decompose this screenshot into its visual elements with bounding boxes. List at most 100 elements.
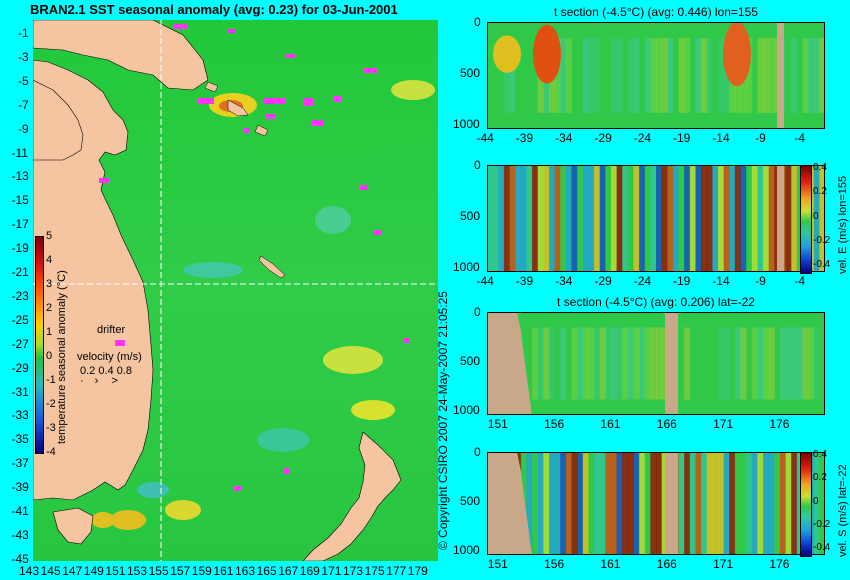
- section-cell: [644, 452, 651, 555]
- section-cell: [819, 452, 825, 555]
- section-cell: [734, 165, 741, 272]
- section-cell: [763, 165, 770, 272]
- lon-tick-label: 157: [170, 564, 191, 578]
- land-mask: [665, 452, 678, 555]
- section-cell: [785, 165, 792, 272]
- lon-tick-label: 169: [299, 564, 320, 578]
- section-cell: [526, 38, 533, 113]
- section-cell: [791, 38, 798, 113]
- section-cell: [537, 165, 544, 272]
- x-tick-label: 151: [487, 557, 508, 571]
- section-cell: [656, 452, 663, 555]
- lon-tick-label: 171: [321, 564, 342, 578]
- velocity-colorbar-tick: -0.2: [813, 518, 831, 530]
- section-cell: [543, 327, 550, 400]
- section-cell: [751, 38, 758, 113]
- section-plot: [487, 452, 825, 555]
- lat-tick-label: -29: [11, 360, 29, 375]
- velocity-label: velocity (m/s): [77, 351, 142, 363]
- section-cell: [560, 452, 567, 555]
- section-cell: [667, 38, 674, 113]
- x-tick-label: 166: [656, 417, 677, 431]
- section-cell: [599, 327, 606, 400]
- section-cell: [532, 452, 539, 555]
- cape-york-land: [33, 79, 84, 161]
- lon-tick-label: 179: [407, 564, 428, 578]
- section-cell: [633, 327, 640, 400]
- section-cell: [779, 327, 787, 400]
- x-tick-label: -4: [794, 274, 806, 288]
- section-cell: [582, 165, 589, 272]
- section-cell: [763, 38, 770, 113]
- sst-colorbar-tick: -4: [46, 446, 56, 458]
- lat-tick-label: -33: [11, 408, 29, 423]
- x-tick-label: 176: [769, 417, 790, 431]
- section-cell: [717, 38, 725, 113]
- section-cell: [706, 38, 713, 113]
- section-cell: [706, 165, 713, 272]
- section-cell: [695, 38, 702, 113]
- section-cell: [819, 327, 825, 400]
- lat-tick-label: -45: [11, 551, 29, 566]
- section-cell: [565, 165, 572, 272]
- x-tick-label: -14: [712, 131, 730, 145]
- x-tick-label: -39: [515, 274, 534, 288]
- section-cell: [757, 327, 764, 400]
- section-cell: [785, 327, 792, 400]
- section-cell: [554, 327, 561, 400]
- x-tick-label: -29: [594, 131, 612, 145]
- section-cell: [627, 165, 634, 272]
- x-tick-label: -44: [476, 274, 494, 288]
- lon-tick-label: 161: [213, 564, 234, 578]
- velocity-arrows: · › >: [80, 375, 118, 387]
- section-cell: [639, 327, 646, 400]
- section-cell: [689, 327, 696, 400]
- section-cell: [656, 327, 663, 400]
- section-cell: [548, 327, 556, 400]
- y-tick-label: 0: [474, 305, 481, 319]
- lon-tick-label: 173: [343, 564, 364, 578]
- section-cell: [633, 165, 640, 272]
- sst-colorbar-tick: -3: [46, 422, 56, 434]
- land-mask: [487, 312, 532, 415]
- section-cell: [588, 452, 595, 555]
- new-guinea-land: [33, 20, 209, 91]
- section-cell: [577, 452, 584, 555]
- section-cell: [644, 165, 651, 272]
- section-cell: [588, 327, 595, 400]
- x-tick-label: -19: [673, 274, 691, 288]
- section-cell: [616, 452, 623, 555]
- section-cell: [701, 327, 708, 400]
- section-cell: [599, 38, 606, 113]
- section-cell: [751, 165, 758, 272]
- lat-tick-label: -17: [11, 217, 29, 232]
- section-cell: [740, 327, 747, 400]
- section-cell: [751, 327, 758, 400]
- lat-tick-label: -3: [18, 49, 29, 64]
- lon-tick-label: 165: [256, 564, 277, 578]
- section-cell: [751, 452, 758, 555]
- section-cell: [661, 452, 668, 555]
- section-cell: [802, 38, 809, 113]
- section-cell: [594, 165, 601, 272]
- section-cell: [768, 327, 775, 400]
- sst-colorbar-tick: 4: [46, 254, 53, 266]
- velocity-scale: 0.2 0.4 0.8: [80, 365, 132, 377]
- y-tick-label: 500: [460, 494, 481, 509]
- land-mask: [665, 312, 678, 415]
- section-cell: [560, 165, 567, 272]
- section-cell: [594, 327, 601, 400]
- section-cell: [650, 165, 657, 272]
- lon-tick-label: 149: [83, 564, 104, 578]
- section-cell: [684, 452, 691, 555]
- x-tick-label: -24: [633, 131, 652, 145]
- y-tick-label: 0: [474, 445, 481, 459]
- new-zealand-land: [302, 431, 402, 561]
- x-tick-label: -34: [555, 274, 573, 288]
- section-cell: [701, 38, 708, 113]
- x-tick-label: -44: [476, 131, 494, 145]
- section-cell: [599, 165, 606, 272]
- x-tick-label: 161: [600, 417, 621, 431]
- section-cell: [509, 165, 516, 272]
- section-cell: [819, 165, 825, 272]
